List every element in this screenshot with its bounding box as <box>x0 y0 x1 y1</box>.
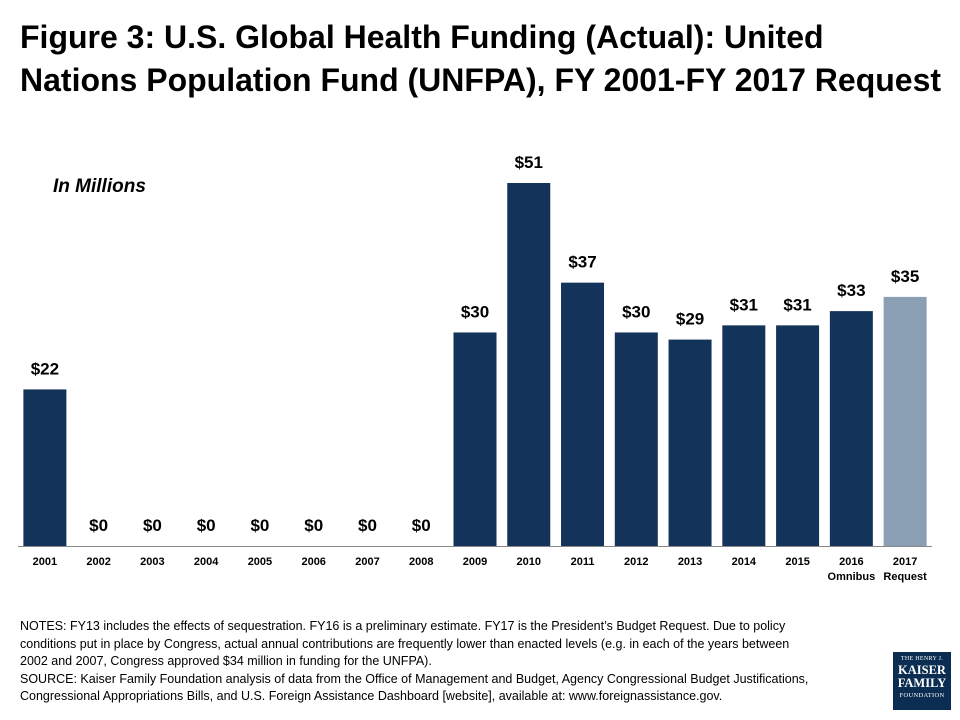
data-label: $0 <box>358 516 377 535</box>
x-tick-sublabel: Omnibus <box>828 571 876 583</box>
source-line: Congressional Appropriations Bills, and … <box>20 689 723 703</box>
bar <box>614 332 658 546</box>
bar <box>561 282 605 546</box>
notes-line: conditions put in place by Congress, act… <box>20 636 790 651</box>
x-tick-label: 2017 <box>893 556 917 568</box>
data-label: $0 <box>197 516 216 535</box>
logo-text: KAISER <box>898 663 946 677</box>
notes-line: 2002 and 2007, Congress approved $34 mil… <box>20 654 432 668</box>
x-tick-label: 2007 <box>355 556 379 568</box>
chart-title-line1: Figure 3: U.S. Global Health Funding (Ac… <box>20 19 824 55</box>
bar <box>722 325 766 546</box>
kff-logo: THE HENRY J. KAISER FAMILY FOUNDATION <box>893 652 951 710</box>
data-label: $29 <box>676 310 704 329</box>
data-label: $51 <box>515 153 543 172</box>
x-tick-label: 2009 <box>463 556 487 568</box>
x-tick-label: 2008 <box>409 556 433 568</box>
x-tick-label: 2015 <box>785 556 809 568</box>
units-label: In Millions <box>53 176 146 197</box>
bar <box>507 183 551 546</box>
data-label: $30 <box>461 302 489 321</box>
bar <box>23 389 67 546</box>
data-label: $0 <box>304 516 323 535</box>
x-tick-label: 2006 <box>301 556 325 568</box>
x-tick-label: 2011 <box>571 556 595 568</box>
bar <box>668 339 712 546</box>
logo-text: FAMILY <box>897 676 947 690</box>
x-tick-label: 2013 <box>678 556 702 568</box>
bar-chart: $22 2001 $0 2002 $0 2003 $0 2004 $0 2005 $0 2006 $0 2… <box>18 153 932 583</box>
data-label: $0 <box>89 516 108 535</box>
logo-text: FOUNDATION <box>899 692 945 699</box>
data-label: $30 <box>622 302 650 321</box>
x-tick-label: 2010 <box>517 556 541 568</box>
bar <box>883 296 927 546</box>
data-label: $33 <box>837 281 865 300</box>
x-tick-label: 2004 <box>194 556 219 568</box>
chart-title-line2: Nations Population Fund (UNFPA), FY 2001… <box>20 62 942 98</box>
x-tick-label: 2014 <box>732 556 757 568</box>
x-tick-label: 2003 <box>140 556 164 568</box>
x-tick-label: 2001 <box>33 556 57 568</box>
x-tick-label: 2016 <box>839 556 863 568</box>
data-label: $0 <box>143 516 162 535</box>
bar <box>453 332 497 546</box>
data-label: $22 <box>31 359 59 378</box>
x-tick-label: 2005 <box>248 556 272 568</box>
bar <box>776 325 820 546</box>
data-label: $31 <box>783 295 811 314</box>
data-label: $35 <box>891 267 919 286</box>
bar <box>829 311 873 546</box>
data-label: $31 <box>730 295 758 314</box>
chart-title: Figure 3: U.S. Global Health Funding (Ac… <box>20 16 950 102</box>
data-label: $0 <box>412 516 431 535</box>
data-label: $0 <box>250 516 269 535</box>
data-label: $37 <box>568 253 596 272</box>
source-line: SOURCE: Kaiser Family Foundation analysi… <box>20 671 809 686</box>
x-tick-sublabel: Request <box>883 571 927 583</box>
logo-text: THE HENRY J. <box>900 656 944 662</box>
x-tick-label: 2012 <box>624 556 648 568</box>
notes-line: NOTES: FY13 includes the effects of sequ… <box>20 619 786 633</box>
x-tick-label: 2002 <box>86 556 110 568</box>
notes-source: NOTES: FY13 includes the effects of sequ… <box>20 618 880 706</box>
